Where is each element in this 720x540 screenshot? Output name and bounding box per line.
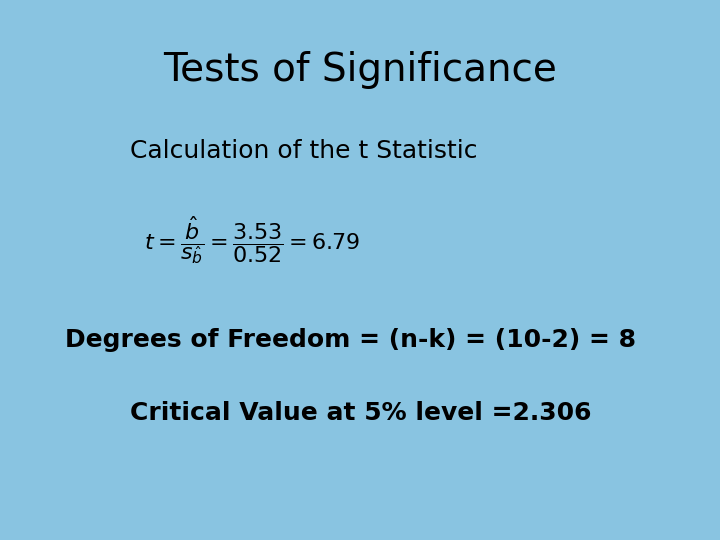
Text: $t = \dfrac{\hat{b}}{s_{\hat{b}}} = \dfrac{3.53}{0.52} = 6.79$: $t = \dfrac{\hat{b}}{s_{\hat{b}}} = \dfr…: [144, 214, 360, 266]
Text: Tests of Significance: Tests of Significance: [163, 51, 557, 89]
Text: Critical Value at 5% level =2.306: Critical Value at 5% level =2.306: [130, 401, 591, 425]
Text: Calculation of the t Statistic: Calculation of the t Statistic: [130, 139, 477, 163]
Text: Degrees of Freedom = (n-k) = (10-2) = 8: Degrees of Freedom = (n-k) = (10-2) = 8: [65, 328, 636, 352]
